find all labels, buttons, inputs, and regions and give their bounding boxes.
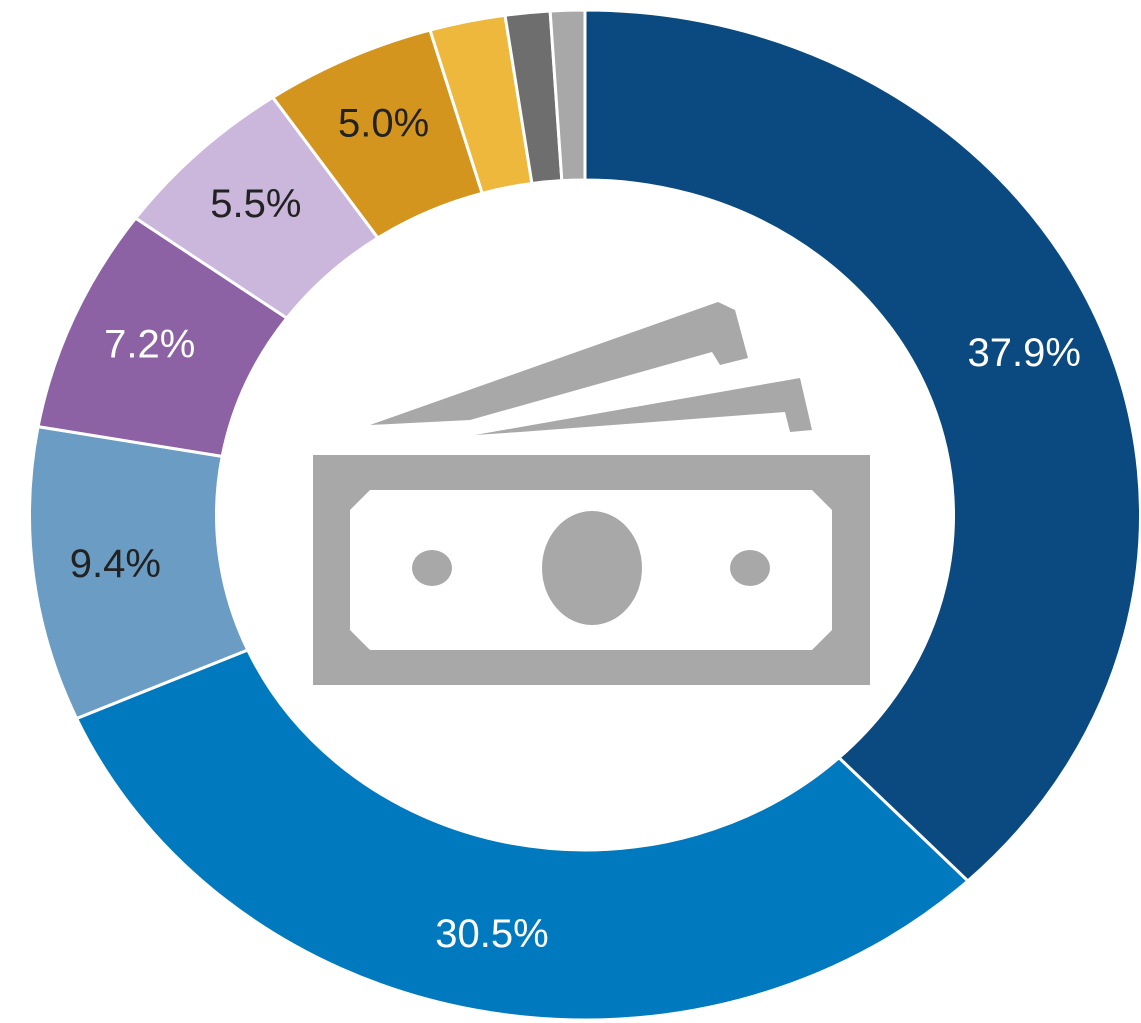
slice (548, 8, 587, 183)
icon-dot (412, 550, 452, 586)
value-label: 5.0% (338, 101, 429, 145)
labels: 37.9% 30.5% 9.4% 7.2% 5.5% 5.0% (70, 101, 1081, 956)
icon-bill (313, 455, 870, 685)
icon-dot (730, 550, 770, 586)
icon-coin (542, 511, 642, 625)
value-label: 7.2% (104, 322, 195, 366)
value-label: 30.5% (435, 912, 548, 956)
value-label: 37.9% (968, 331, 1081, 375)
donut (28, 8, 1141, 1022)
value-label: 5.5% (210, 182, 301, 226)
icon-bill-back (370, 302, 748, 425)
slice (583, 8, 1141, 883)
value-label: 9.4% (70, 542, 161, 586)
money-icon (313, 302, 870, 685)
slice (74, 648, 971, 1022)
icon-bill-middle (475, 378, 812, 435)
